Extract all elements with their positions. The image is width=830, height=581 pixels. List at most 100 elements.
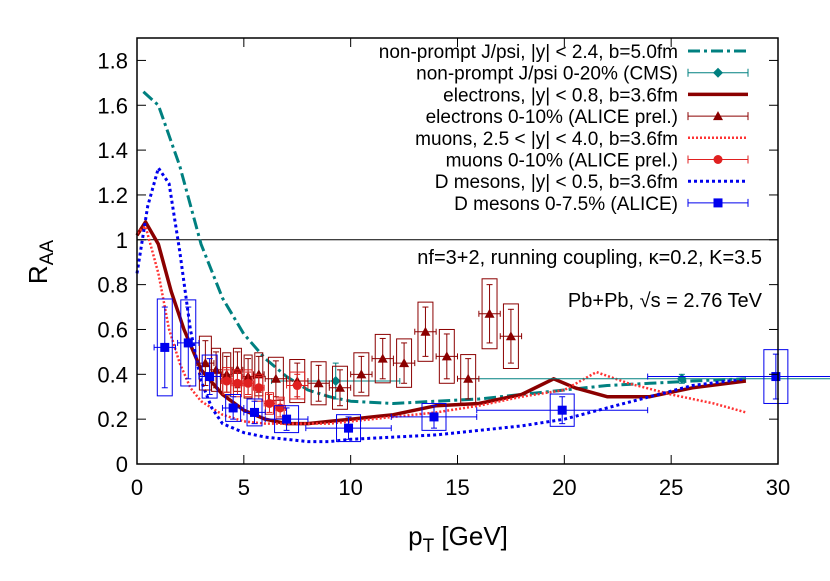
data-marker [429,412,439,422]
annotation-parameters: nf=3+2, running coupling, κ=0.2, K=3.5 [417,247,762,269]
y-tick-label-3: 0.6 [97,317,128,342]
y-axis-label-main: R [23,265,53,284]
legend-marker [713,67,723,78]
data-marker [243,378,253,388]
legend-entry-1: non-prompt J/psi 0-20% (CMS) [416,64,749,85]
data-point-7-0 [153,298,176,397]
y-tick-label-5: 1 [116,228,128,253]
annotation-collision: Pb+Pb, √s = 2.76 TeV [568,290,763,312]
data-marker [330,376,341,387]
x-tick-label-6: 30 [766,475,790,500]
legend-label: D mesons, |y| < 0.5, b=3.6fm [435,172,678,193]
data-marker [183,338,193,348]
data-point-7-3 [221,393,245,422]
data-point-5-3 [252,373,265,402]
y-tick-label-9: 1.8 [97,48,128,73]
y-axis-label: RAA [23,240,58,284]
data-marker [264,398,274,408]
data-point-5-2 [242,369,254,398]
data-point-7-5 [264,405,309,434]
legend-entry-4: muons, 2.5 < |y| < 4.0, b=3.6fm [415,129,748,150]
x-axis-label: pT [GeV] [408,521,508,557]
y-tick-label-0: 0 [116,452,128,477]
data-marker [270,373,281,383]
data-marker [399,358,410,368]
legend-label: electrons, |y| < 0.8, b=3.6fm [443,85,678,106]
data-marker [313,378,324,388]
legend-label: non-prompt J/psi 0-20% (CMS) [416,64,678,85]
data-marker [200,358,211,368]
legend-label: non-prompt J/psi, |y| < 2.4, b=5.0fm [379,42,678,63]
y-axis-label-sub: AA [37,240,58,266]
series-line-6 [135,166,747,444]
data-point-3-12 [392,338,416,388]
legend: non-prompt J/psi, |y| < 2.4, b=5.0fmnon-… [379,42,749,215]
data-marker [356,369,367,379]
data-point-3-15 [457,354,480,404]
data-marker [344,423,354,433]
data-marker [254,383,264,393]
data-point-7-1 [177,299,200,387]
data-marker [205,372,215,382]
x-tick-label-4: 20 [552,475,576,500]
data-marker [292,381,302,391]
y-tick-label-1: 0.2 [97,407,128,432]
y-tick-label-7: 1.4 [97,138,128,163]
data-point-3-6 [264,356,288,401]
y-tick-label-6: 1.2 [97,183,128,208]
data-marker [232,378,242,388]
y-tick-label-8: 1.6 [97,93,128,118]
x-axis-label-sub: T [423,536,435,557]
data-marker [463,373,474,383]
data-marker [228,403,238,413]
legend-label: electrons 0-10% (ALICE prel.) [426,107,678,128]
ticks-group: 0 5 10 15 20 25 30 0 0.2 0.4 0.6 0.8 1 1.2 1.4 1.6 1.8 [97,38,790,500]
x-tick-label-3: 15 [445,475,469,500]
data-marker [771,372,781,382]
data-point-7-6 [305,414,392,443]
legend-entry-7: D mesons 0-7.5% (ALICE) [454,194,749,215]
data-marker [505,331,516,341]
series-line-2 [135,220,747,426]
data-marker [275,403,285,413]
y-tick-label-2: 0.4 [97,362,128,387]
legend-entry-2: electrons, |y| < 0.8, b=3.6fm [443,85,748,106]
data-point-7-2 [198,354,221,399]
data-point-7-8 [476,393,649,427]
data-marker [282,414,292,424]
data-point-5-4 [263,392,276,415]
x-axis-label-unit: [GeV] [434,521,508,551]
data-point-3-13 [414,301,437,362]
data-point-5-1 [231,369,244,398]
x-tick-label-1: 5 [238,475,250,500]
data-marker [334,382,345,392]
series-line-4 [136,225,747,425]
data-marker [557,405,567,415]
x-axis-label-main: p [408,521,422,551]
legend-marker [713,111,723,121]
data-point-3-16 [478,278,501,350]
data-marker [377,353,388,363]
y-tick-label-4: 0.8 [97,273,128,298]
data-point-5-6 [286,371,309,400]
legend-entry-6: D mesons, |y| < 0.5, b=3.6fm [435,172,748,193]
data-marker [211,364,222,374]
x-tick-label-5: 25 [659,475,683,500]
data-marker [250,407,260,417]
data-marker [484,308,495,318]
x-tick-label-2: 10 [338,475,362,500]
data-marker [420,326,431,336]
data-point-3-10 [350,352,373,397]
x-tick-label-0: 0 [131,475,143,500]
legend-label: muons, 2.5 < |y| < 4.0, b=3.6fm [415,129,678,150]
legend-entry-0: non-prompt J/psi, |y| < 2.4, b=5.0fm [379,42,748,63]
legend-label: D mesons 0-7.5% (ALICE) [454,194,678,215]
data-point-3-11 [371,333,394,384]
data-point-3-17 [499,303,523,369]
data-points-group [153,278,830,443]
legend-label: muons 0-10% (ALICE prel.) [446,151,678,172]
data-point-3-9 [328,365,352,410]
data-point-7-7 [390,402,478,431]
legend-entry-3: electrons 0-10% (ALICE prel.) [426,107,749,128]
